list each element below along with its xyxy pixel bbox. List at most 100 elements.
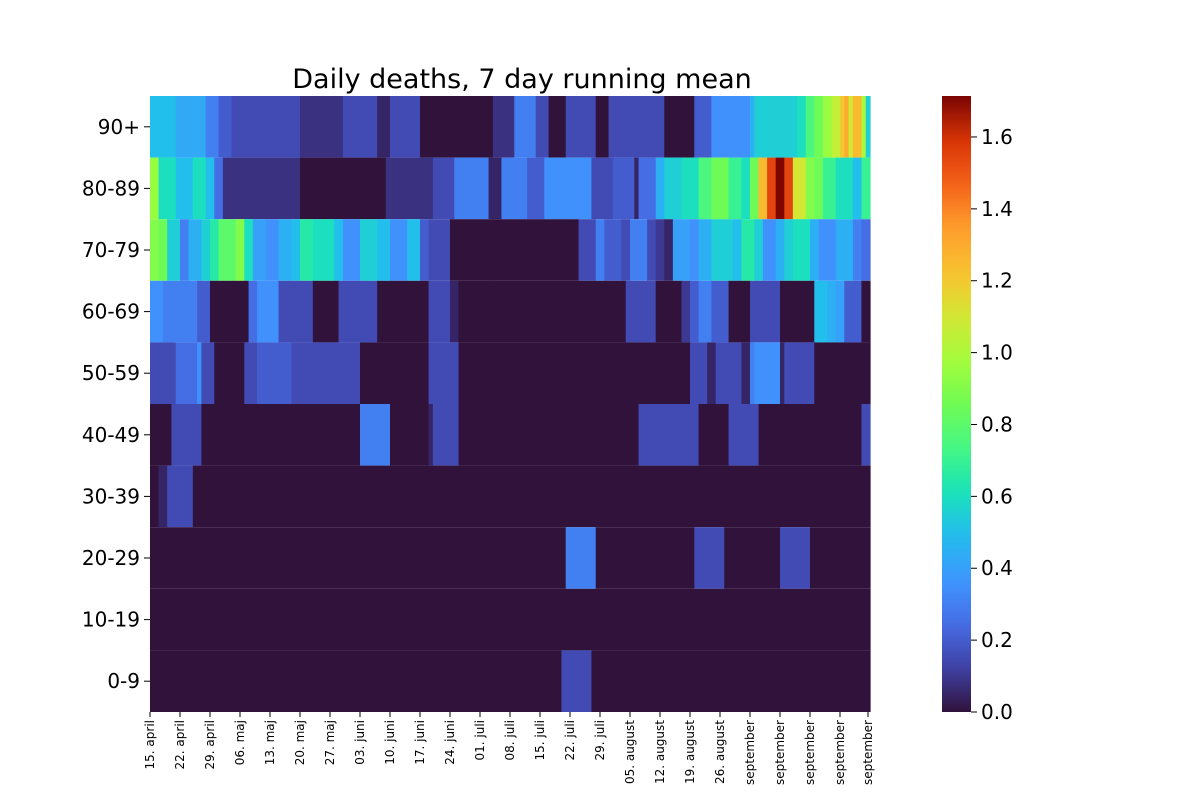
colorbar-tick-label: 1.0 — [981, 341, 1013, 365]
heatmap-cell — [780, 280, 815, 343]
x-tick-label: 17. juni — [413, 720, 427, 765]
heatmap-cell — [535, 96, 550, 158]
heatmap-cell — [711, 219, 734, 281]
heatmap-cell — [291, 342, 314, 404]
heatmap-cell — [312, 280, 340, 343]
heatmap-cell — [338, 280, 378, 343]
heatmap-cell — [257, 342, 275, 404]
heatmap-cell — [492, 96, 515, 158]
heatmap-cell — [792, 157, 807, 220]
heatmap-cell — [775, 157, 785, 220]
heatmap-cell — [175, 157, 194, 220]
heatmap-cell — [741, 219, 755, 281]
x-tick-label: 26. august — [713, 720, 727, 784]
heatmap-cell — [831, 96, 841, 158]
heatmap-cell — [690, 280, 700, 343]
x-tick-label: 22. april — [173, 720, 187, 769]
heatmap-cell — [638, 157, 657, 220]
heatmap-cell — [265, 219, 280, 281]
heatmap-cell — [205, 96, 220, 158]
heatmap-cell — [218, 219, 237, 281]
heatmap-cell — [861, 280, 871, 343]
heatmap-cell — [420, 219, 430, 281]
heatmap-cell — [630, 219, 648, 281]
heatmap-cell — [784, 342, 815, 404]
heatmap-cell — [244, 219, 254, 281]
heatmap-cell — [342, 96, 378, 158]
heatmap-cell — [612, 157, 635, 220]
heatmap-cell — [150, 404, 173, 466]
heatmap-cell — [784, 157, 794, 220]
heatmap-cell — [257, 280, 280, 343]
heatmap-cell — [638, 404, 700, 466]
heatmap-cell — [334, 219, 344, 281]
heatmap-cell — [252, 219, 267, 281]
heatmap-cell — [450, 280, 460, 343]
heatmap-cell — [210, 219, 220, 281]
heatmap-cell — [625, 280, 657, 343]
heatmap-cell — [192, 465, 871, 528]
heatmap-cell — [655, 280, 683, 343]
heatmap-cell — [591, 157, 614, 220]
heatmap-cell — [698, 280, 713, 343]
heatmap-cell — [732, 219, 743, 281]
heatmap-cell — [750, 157, 760, 220]
heatmap-cell — [814, 280, 828, 343]
heatmap-cell — [724, 527, 781, 589]
heatmap-cell — [162, 280, 173, 343]
heatmap-cell — [698, 219, 713, 281]
x-tick-label: 03. juni — [353, 720, 367, 765]
heatmap-cell — [835, 157, 854, 220]
y-tick-label: 50-59 — [82, 361, 140, 385]
heatmap-cell — [201, 342, 215, 404]
heatmap-cell — [634, 157, 640, 220]
heatmap-cell — [167, 465, 194, 528]
heatmap-cell — [797, 96, 807, 158]
heatmap-cell — [158, 157, 177, 220]
heatmap-cell — [360, 342, 378, 404]
x-tick-label: 29. juli — [593, 720, 607, 761]
heatmap-cell — [638, 96, 665, 158]
heatmap-cell — [694, 527, 725, 589]
colorbar-tick-label: 1.2 — [981, 269, 1013, 293]
heatmap-cell — [647, 219, 657, 281]
heatmap-cell — [205, 157, 215, 220]
heatmap-cell — [750, 280, 781, 343]
heatmap-cell — [214, 157, 224, 220]
x-tick-label: 06. maj — [233, 720, 247, 765]
y-tick-label: 20-29 — [82, 546, 140, 570]
heatmap-cell — [175, 96, 207, 158]
heatmap-cell — [690, 219, 700, 281]
heatmap-cell — [664, 342, 691, 404]
heatmap-cell — [861, 96, 867, 158]
y-tick-label: 30-39 — [82, 484, 140, 508]
heatmap-cell — [390, 404, 430, 466]
heatmap-cell — [690, 342, 708, 404]
heatmap-cell — [805, 96, 815, 158]
heatmap-cell — [865, 96, 871, 158]
heatmap-cell — [197, 342, 203, 404]
heatmap-cell — [840, 96, 845, 158]
heatmap-cell — [428, 342, 460, 404]
heatmap-cell — [835, 280, 845, 343]
heatmap-cell — [432, 404, 460, 466]
heatmap-cell — [167, 219, 181, 281]
heatmap-cell — [711, 157, 730, 220]
heatmap-cell — [458, 404, 473, 466]
heatmap-cell — [655, 219, 665, 281]
heatmap-cell — [197, 280, 211, 343]
heatmap-cell — [767, 157, 777, 220]
x-tick-label: 12. august — [653, 720, 667, 784]
heatmap-cell — [458, 280, 627, 343]
heatmap-cell — [852, 96, 863, 158]
heatmap-cell — [171, 280, 198, 343]
x-tick-label: 20. maj — [293, 720, 307, 765]
heatmap-cell — [527, 157, 545, 220]
heatmap-cell — [514, 96, 537, 158]
colorbar: 0.0 0.2 0.4 0.6 0.8 1.0 1.2 1.4 1.6 — [942, 96, 1013, 724]
heatmap-cell — [342, 342, 361, 404]
heatmap-cell — [488, 157, 503, 220]
colorbar-gradient — [942, 96, 971, 712]
heatmap-cell — [634, 96, 640, 158]
